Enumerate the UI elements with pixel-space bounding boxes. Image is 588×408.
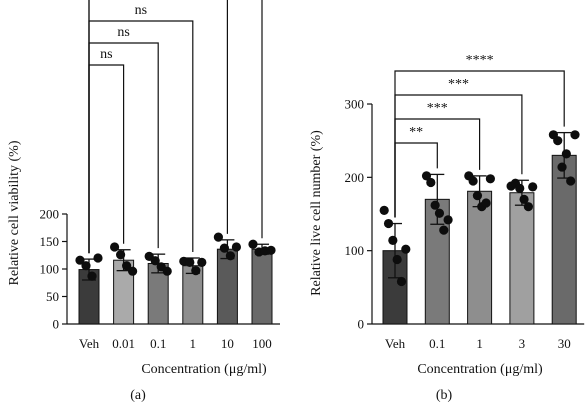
- x-tick-label: 1: [476, 336, 483, 351]
- x-tick-label: Veh: [79, 336, 100, 351]
- data-point: [553, 136, 563, 146]
- bar: [216, 248, 238, 325]
- data-point: [443, 215, 453, 225]
- x-tick-label: Veh: [385, 336, 406, 351]
- data-point: [116, 250, 126, 260]
- significance-label: ****: [466, 53, 494, 68]
- data-point: [197, 257, 207, 267]
- data-point: [379, 205, 389, 215]
- data-point: [481, 198, 491, 208]
- x-axis-label: Concentration (μg/ml): [141, 362, 267, 377]
- data-point: [93, 253, 103, 263]
- data-point: [434, 208, 445, 218]
- bar: [251, 248, 273, 325]
- data-point: [122, 261, 132, 271]
- data-point: [430, 200, 440, 210]
- panel-a-chart: 050100150200Veh0.010.1110100nsnsns**Rela…: [7, 0, 280, 403]
- data-point: [75, 255, 85, 265]
- data-point: [523, 202, 533, 212]
- significance-label: ns: [100, 47, 112, 62]
- data-point: [392, 254, 402, 265]
- data-point: [266, 245, 276, 255]
- bar: [509, 192, 535, 325]
- y-axis-label: Relative cell viability (%): [7, 140, 22, 285]
- y-tick-label: 0: [53, 317, 60, 332]
- x-tick-label: 1: [190, 336, 197, 351]
- x-tick-label: 0.1: [150, 336, 166, 351]
- x-axis-label: Concentration (μg/ml): [417, 362, 543, 377]
- data-point: [388, 235, 398, 246]
- data-point: [485, 174, 495, 184]
- significance-label: ***: [448, 77, 469, 92]
- data-point: [128, 266, 138, 276]
- y-tick-label: 300: [345, 97, 365, 112]
- x-tick-label: 10: [221, 336, 234, 351]
- data-point: [561, 149, 571, 159]
- data-point: [472, 191, 483, 201]
- y-tick-label: 100: [345, 243, 365, 258]
- y-tick-label: 200: [40, 207, 60, 222]
- significance-label: ns: [135, 3, 147, 18]
- y-tick-label: 150: [40, 234, 60, 249]
- data-point: [150, 256, 160, 266]
- data-point: [81, 261, 91, 271]
- data-point: [231, 242, 241, 252]
- y-tick-label: 0: [358, 317, 365, 332]
- data-point: [426, 177, 436, 188]
- data-point: [519, 194, 529, 204]
- significance-label: ***: [427, 101, 448, 116]
- x-tick-label: 30: [558, 336, 571, 351]
- y-tick-label: 50: [46, 289, 59, 304]
- data-point: [219, 243, 229, 253]
- bar: [182, 265, 204, 325]
- x-tick-label: 0.01: [112, 336, 135, 351]
- data-point: [87, 271, 97, 281]
- data-point: [162, 266, 172, 276]
- data-point: [468, 176, 478, 186]
- bar: [467, 190, 493, 325]
- data-point: [110, 242, 120, 252]
- data-point: [248, 239, 258, 249]
- y-tick-label: 200: [345, 170, 365, 185]
- data-point: [225, 251, 235, 261]
- data-point: [570, 130, 580, 140]
- x-tick-label: 0.1: [429, 336, 445, 351]
- data-point: [213, 232, 223, 242]
- data-point: [396, 276, 407, 287]
- data-point: [557, 162, 567, 172]
- data-point: [421, 171, 432, 181]
- data-point: [191, 266, 201, 276]
- significance-bracket: [394, 94, 523, 218]
- x-tick-label: 100: [252, 336, 272, 351]
- data-point: [515, 183, 525, 193]
- data-point: [528, 182, 538, 192]
- significance-bracket: [394, 70, 565, 218]
- x-tick-label: 3: [519, 336, 526, 351]
- data-point: [185, 257, 195, 267]
- significance-label: ns: [117, 25, 129, 40]
- significance-label: **: [409, 125, 423, 140]
- panel-label: (b): [436, 388, 453, 403]
- data-point: [566, 176, 576, 186]
- panel-label: (a): [130, 388, 146, 403]
- data-point: [401, 244, 411, 254]
- data-point: [439, 225, 449, 235]
- data-point: [383, 218, 394, 229]
- y-axis-label: Relative live cell number (%): [309, 130, 324, 296]
- significance-bracket: [88, 0, 263, 254]
- significance-bracket: [88, 64, 125, 254]
- y-tick-label: 100: [40, 262, 60, 277]
